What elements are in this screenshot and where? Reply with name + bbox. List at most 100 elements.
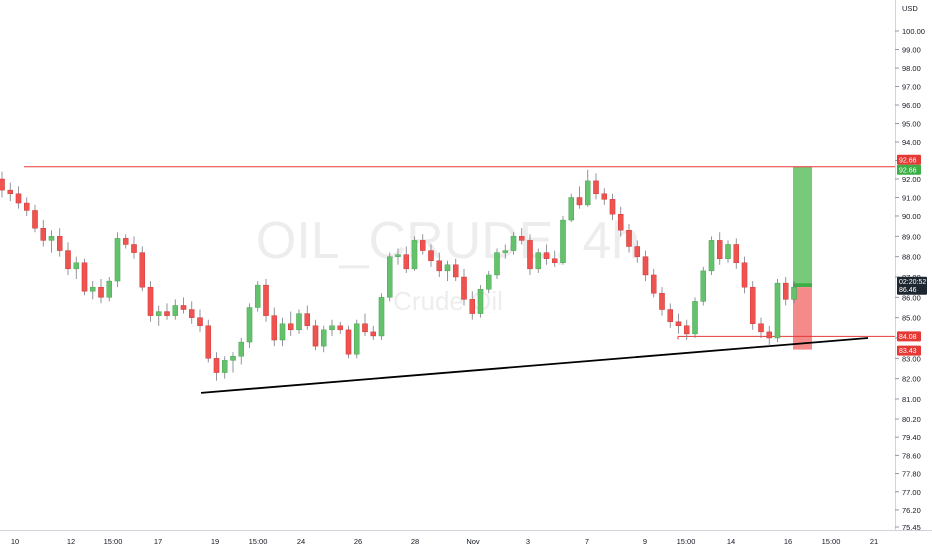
price-tick-label: 76.20 [902,506,921,515]
candle-body [708,240,715,272]
candle-body [172,305,179,316]
candle [543,244,550,265]
price-tick-label: 97.00 [902,83,921,92]
price-tick-label: 98.00 [902,64,921,73]
time-tick-label: 17 [154,537,162,546]
candle-body [48,236,55,241]
candle-body [287,323,294,331]
candle-body [782,282,789,300]
candle-body [81,262,88,292]
candle [98,279,104,304]
candle [139,246,146,292]
candle-body [766,331,773,339]
support-price-badge: 84.08 [897,331,921,342]
candle [40,220,47,247]
time-tick-label: 19 [211,537,219,546]
candle [494,248,500,280]
candle [650,268,657,298]
price-tick-label: 91.00 [902,194,921,203]
candle-body [180,305,187,310]
time-tick-label: 15:00 [249,537,268,546]
candle [155,305,162,326]
position-zones [793,166,812,350]
candle-body [0,178,5,191]
candle-body [197,317,203,326]
candle [213,352,220,381]
candle-body [230,356,236,361]
candle [411,236,418,271]
candle-body [304,313,311,327]
price-tick-label: 96.00 [902,101,921,110]
candle [312,319,319,351]
watermark-name: Crude Oil [393,286,503,316]
candle-body [395,254,401,257]
candle [180,297,187,314]
price-tick-label: 79.40 [902,433,921,442]
support-price-badge-bg [897,331,921,342]
price-tick-label: 81.00 [902,395,921,404]
candle-body [329,325,335,331]
candle [683,319,690,341]
candle [296,309,302,334]
candle-body [155,311,162,316]
candle-body [139,252,146,288]
candle [304,305,311,330]
stop-price-badge: 83.43 [897,345,921,356]
candle-body [238,341,245,357]
candle [461,268,467,306]
candle-body [345,329,352,355]
candle-body [279,323,286,341]
candle [634,240,641,263]
price-axis[interactable]: 100.0099.0098.0097.0096.0095.0094.0093.0… [895,27,925,532]
candle-body [444,264,451,272]
candle-body [147,286,154,316]
resistance-price-badge: 92.66 [897,154,921,165]
price-tick-label: 86.00 [902,293,921,302]
candle-body [114,238,121,282]
time-tick-label: 15:00 [822,537,841,546]
candle-body [502,250,509,253]
candle [692,297,698,338]
candle [766,325,773,347]
candle [122,234,129,249]
candle [353,319,360,359]
time-tick-label: 12 [67,537,75,546]
candle [89,281,96,300]
candle [345,325,352,359]
candle-body [791,286,797,300]
candle-body [543,252,550,259]
time-tick-label: 28 [411,537,419,546]
candle-body [576,197,583,206]
time-tick-label: Nov [466,537,480,546]
candle-body [642,256,649,276]
price-tick-label: 77.80 [902,470,921,479]
candle-body [494,252,500,276]
candle [584,169,591,207]
candle [708,236,715,275]
candle-body [312,325,319,347]
candle-body [551,258,558,263]
candle [114,232,121,288]
candle [568,193,575,223]
candle-body [205,325,212,359]
candle-body [461,276,467,300]
candle [452,258,459,282]
time-axis[interactable]: 10 12 15:00 17 19 15:00 24 26 28 Nov 3 7 9 15:00 14 16 1… [11,537,878,546]
candle-body [659,293,665,310]
candle [436,252,443,277]
ascending-trendline[interactable] [200,337,869,394]
price-tick-label: 88.00 [902,253,921,262]
candle [73,256,80,280]
candle-body [725,244,731,259]
candle [271,307,278,347]
candle [56,228,63,257]
candle [164,303,170,320]
candle-body [89,286,96,292]
candle-body [353,323,360,355]
candle [485,270,492,294]
candle-body [733,244,740,263]
